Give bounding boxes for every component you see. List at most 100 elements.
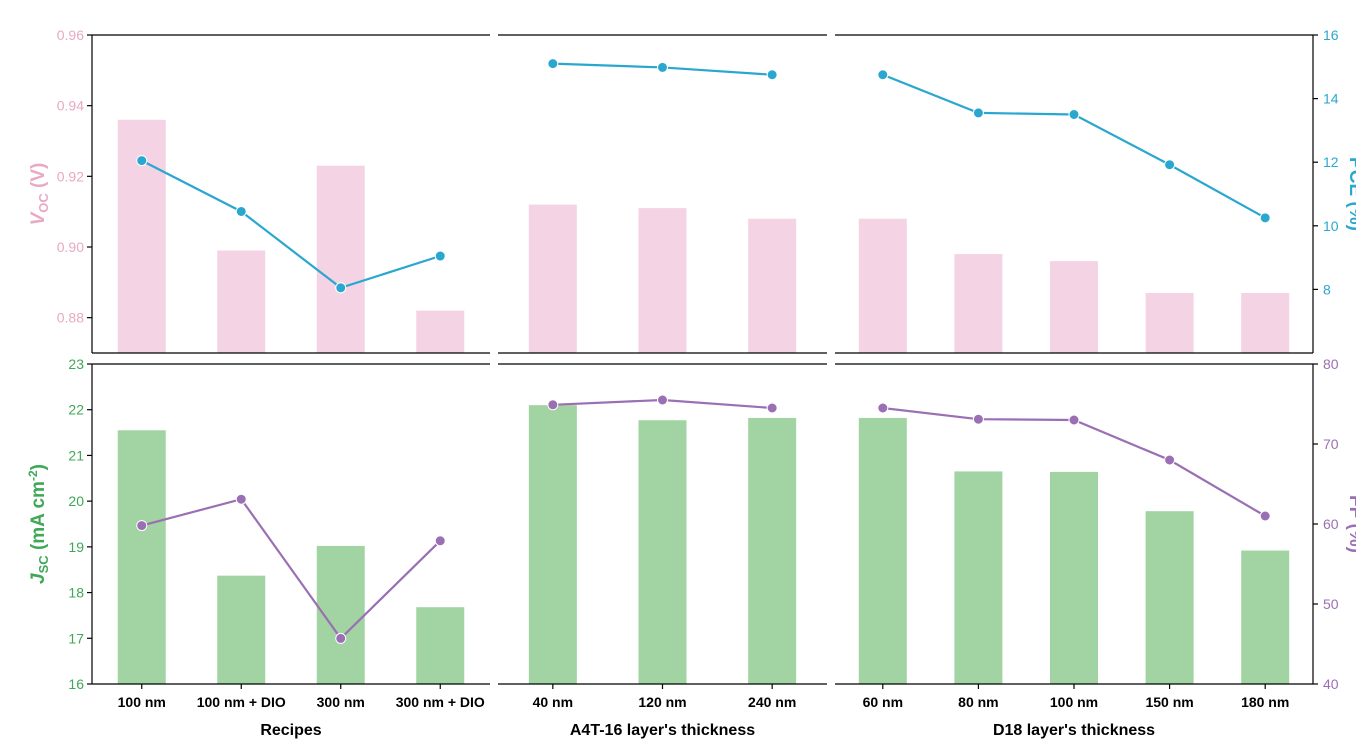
top-right-tick-label-1: 10 (1323, 218, 1339, 234)
x-tick-label-7: 60 nm (863, 694, 903, 710)
top-point-7 (877, 69, 889, 81)
bottom-point-7 (877, 402, 889, 414)
top-left-tick-label-1: 0.90 (57, 239, 84, 255)
x-tick-label-8: 80 nm (958, 694, 998, 710)
bottom-right-tick-label-2: 60 (1323, 516, 1339, 532)
top-point-0 (136, 155, 148, 167)
x-tick-label-5: 120 nm (638, 694, 686, 710)
bottom-point-6 (766, 402, 778, 414)
top-point-2 (335, 282, 347, 294)
bottom-left-axis-label-main: J (28, 573, 49, 584)
bottom-point-10 (1164, 454, 1176, 466)
group-label-2: D18 layer's thickness (993, 722, 1155, 739)
group-label-0: Recipes (260, 722, 321, 739)
top-bar-0 (117, 119, 166, 353)
top-bar-2 (316, 165, 365, 353)
top-point-6 (766, 69, 778, 81)
group-label-1: A4T-16 layer's thickness (570, 722, 755, 739)
top-right-axis-label: PCE (%) (1345, 157, 1356, 231)
bottom-bar-5 (638, 420, 687, 684)
top-bar-8 (954, 254, 1003, 353)
bottom-point-1 (235, 493, 247, 505)
bottom-left-tick-label-3: 19 (68, 539, 84, 555)
x-tick-label-4: 40 nm (533, 694, 573, 710)
bottom-left-tick-label-7: 23 (68, 356, 84, 372)
x-tick-label-11: 180 nm (1241, 694, 1289, 710)
top-bar-6 (748, 218, 797, 353)
bottom-right-tick-label-1: 50 (1323, 596, 1339, 612)
bottom-bar-7 (858, 417, 907, 684)
top-right-tick-label-0: 8 (1323, 281, 1331, 297)
bottom-right-tick-label-4: 80 (1323, 356, 1339, 372)
top-left-axis-label-unit: (V) (28, 163, 49, 194)
bottom-point-3 (434, 535, 446, 547)
bottom-left-axis-label-sup: -2 (26, 470, 40, 481)
bottom-left-axis-label-sub: SC (36, 555, 51, 574)
top-point-8 (972, 107, 984, 119)
bottom-point-8 (972, 413, 984, 425)
x-tick-label-3: 300 nm + DIO (396, 694, 485, 710)
top-left-axis-label-main: V (28, 211, 49, 225)
top-bar-10 (1145, 292, 1194, 353)
top-left-axis-label-sub: OC (36, 193, 51, 213)
bottom-bar-1 (217, 575, 266, 684)
bottom-right-axis-label: FF (%) (1345, 495, 1356, 553)
bottom-point-4 (547, 399, 559, 411)
top-point-1 (235, 205, 247, 217)
x-tick-label-2: 300 nm (317, 694, 365, 710)
top-bar-4 (528, 204, 577, 353)
bottom-left-axis-label-end: ) (28, 464, 49, 470)
top-point-5 (657, 61, 668, 73)
bottom-left-tick-label-5: 21 (68, 447, 84, 463)
bottom-bar-6 (748, 417, 797, 684)
x-tick-label-1: 100 nm + DIO (197, 694, 286, 710)
bottom-left-tick-label-6: 22 (68, 402, 84, 418)
x-tick-label-6: 240 nm (748, 694, 796, 710)
top-right-tick-label-2: 12 (1323, 154, 1339, 170)
bottom-bar-8 (954, 471, 1003, 684)
top-point-9 (1068, 109, 1080, 120)
bottom-left-axis-label-unit: (mA cm (28, 481, 49, 555)
top-bar-5 (638, 208, 687, 353)
top-bar-3 (416, 310, 465, 353)
bottom-point-2 (335, 632, 347, 644)
top-point-3 (434, 250, 446, 262)
bottom-right-tick-label-3: 70 (1323, 436, 1339, 452)
bottom-line-group-0 (141, 497, 442, 641)
bottom-bar-0 (117, 430, 166, 684)
bottom-right-tick-label-0: 40 (1323, 676, 1339, 692)
bottom-left-tick-label-1: 17 (68, 630, 84, 646)
bottom-bar-9 (1050, 471, 1098, 684)
top-line-group-0 (141, 159, 441, 290)
top-left-tick-label-2: 0.92 (57, 168, 84, 184)
bottom-left-tick-label-4: 20 (68, 493, 84, 509)
top-left-axis-label: VOC (V) (28, 163, 51, 226)
top-bar-7 (858, 218, 907, 353)
top-point-4 (547, 58, 559, 70)
bottom-left-axis-label: JSC (mA cm-2) (26, 464, 51, 584)
top-left-tick-label-3: 0.94 (57, 98, 84, 114)
top-left-tick-label-4: 0.96 (57, 27, 84, 43)
bottom-left-tick-label-0: 16 (68, 676, 84, 692)
bottom-bar-11 (1241, 550, 1290, 684)
x-tick-label-10: 150 nm (1145, 694, 1193, 710)
bottom-point-11 (1259, 510, 1271, 522)
bottom-left-tick-label-2: 18 (68, 585, 84, 601)
top-line-group-2 (882, 73, 1266, 219)
top-point-11 (1259, 212, 1271, 224)
top-right-tick-label-3: 14 (1323, 91, 1339, 107)
top-left-tick-label-0: 0.88 (57, 310, 84, 326)
top-point-10 (1164, 159, 1176, 171)
bottom-point-0 (136, 520, 148, 532)
bottom-point-5 (657, 394, 668, 406)
top-bar-11 (1241, 292, 1290, 353)
bottom-bar-4 (528, 405, 577, 684)
bottom-bar-3 (416, 607, 465, 684)
bottom-point-9 (1068, 414, 1080, 426)
x-tick-label-0: 100 nm (118, 694, 166, 710)
top-bar-9 (1050, 261, 1098, 353)
top-right-tick-label-4: 16 (1323, 27, 1339, 43)
bottom-bar-10 (1145, 511, 1194, 684)
top-bar-1 (217, 250, 266, 353)
